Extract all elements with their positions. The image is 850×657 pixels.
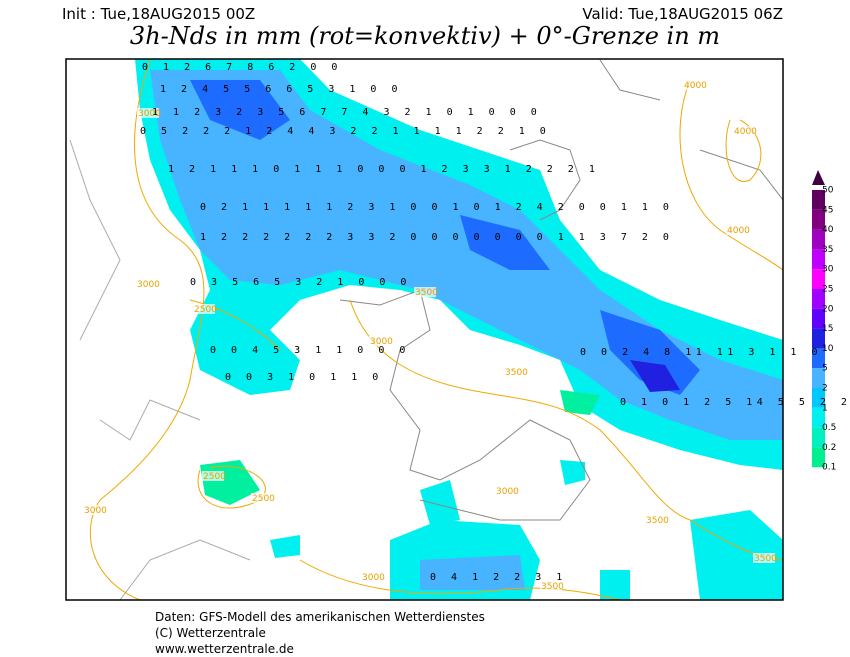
contour-label: 3000 xyxy=(137,280,160,290)
contour-label: 3000 xyxy=(362,573,385,583)
contour-label-bg xyxy=(136,279,158,289)
colorbar-swatch xyxy=(812,190,825,210)
colorbar-label: 0.1 xyxy=(822,463,836,473)
colorbar-label: 40 xyxy=(822,225,834,235)
colorbar: 50 45 40 35 30 25 20 15 10 5 2 1 0.5 0.2 0.1 xyxy=(812,170,836,473)
colorbar-label: 1 xyxy=(822,403,828,413)
contour-label-bg xyxy=(733,126,755,136)
colorbar-swatch xyxy=(812,348,825,369)
contour-label-bg xyxy=(414,287,436,297)
init-time: Init : Tue,18AUG2015 00Z xyxy=(62,5,255,23)
contour-label-bg xyxy=(753,553,775,563)
contour-label-bg xyxy=(683,80,705,90)
contour-label-bg xyxy=(540,581,562,591)
colorbar-label: 35 xyxy=(822,245,833,255)
colorbar-label: 10 xyxy=(822,344,834,354)
precip-values: 0 5 2 2 2 1 2 4 4 3 2 2 1 1 1 1 2 2 1 0 xyxy=(140,126,550,137)
contour-label: 3500 xyxy=(646,516,669,526)
contour-label-bg xyxy=(726,225,748,235)
precip-values: 0 0 4 5 3 1 1 0 0 0 xyxy=(210,345,410,356)
map-title: 3h-Nds in mm (rot=konvektiv) + 0°-Grenze… xyxy=(130,22,720,50)
footer-url: www.wetterzentrale.de xyxy=(155,642,294,656)
colorbar-swatch xyxy=(812,249,825,270)
colorbar-swatch xyxy=(812,447,825,468)
colorbar-label: 30 xyxy=(822,265,834,275)
contour-label-bg xyxy=(361,572,383,582)
valid-time: Valid: Tue,18AUG2015 06Z xyxy=(582,5,783,23)
precip-values: 0 2 1 1 1 1 1 2 3 1 0 0 1 0 1 2 4 2 0 0 … xyxy=(200,202,673,213)
contour-label-bg xyxy=(193,304,215,314)
contour-label: 3000 xyxy=(138,109,161,119)
precip-values: 0 1 0 1 2 5 14 5 5 2 2 2 3 xyxy=(620,397,850,408)
contour-label-bg xyxy=(137,108,159,118)
contour-label: 2500 xyxy=(194,305,217,315)
contour-label: 3500 xyxy=(415,288,438,298)
contour-label: 3500 xyxy=(505,368,528,378)
contour-label: 2500 xyxy=(203,472,226,482)
precip-values: 1 2 2 2 2 2 2 3 3 2 0 0 0 0 0 0 0 1 1 3 … xyxy=(200,232,673,243)
precip-values: 0 0 3 1 0 1 1 0 xyxy=(225,372,383,383)
contour-label: 4000 xyxy=(734,127,757,137)
contour-label: 4000 xyxy=(684,81,707,91)
contour-label: 3000 xyxy=(84,506,107,516)
colorbar-label: 2 xyxy=(822,384,828,394)
contour-label-bg xyxy=(369,336,391,346)
colorbar-swatch xyxy=(812,209,825,230)
precip-values: 0 4 1 2 2 3 1 xyxy=(430,572,567,583)
contour-label: 2500 xyxy=(252,494,275,504)
colorbar-label: 50 xyxy=(822,186,834,196)
contour-label: 3500 xyxy=(541,582,564,592)
precip-values: 0 0 2 4 8 11 11 3 1 1 0 xyxy=(580,347,822,358)
colorbar-label: 0.5 xyxy=(822,423,836,433)
precip-values: 1 2 4 5 5 6 6 5 3 1 0 0 xyxy=(160,84,402,95)
colorbar-swatch xyxy=(812,229,825,250)
contour-label-bg xyxy=(251,493,273,503)
colorbar-label: 25 xyxy=(822,285,833,295)
contour-label-bg xyxy=(83,505,105,515)
colorbar-swatch xyxy=(812,328,825,349)
precip-values: 0 3 5 6 5 3 2 1 0 0 0 xyxy=(190,277,411,288)
colorbar-label: 45 xyxy=(822,205,833,215)
footer-copyright: (C) Wetterzentrale xyxy=(155,626,266,640)
contour-label-bg xyxy=(202,471,224,481)
colorbar-label: 15 xyxy=(822,324,833,334)
colorbar-swatch xyxy=(812,368,825,388)
colorbar-label: 20 xyxy=(822,304,834,314)
colorbar-swatch xyxy=(812,427,825,448)
colorbar-swatch xyxy=(812,308,825,329)
precip-values: 1 1 2 3 2 3 5 6 7 7 4 3 2 1 0 1 0 0 0 xyxy=(152,107,541,118)
precip-values: 1 2 1 1 1 0 1 1 1 0 0 0 1 2 3 3 1 2 2 2 … xyxy=(168,164,599,175)
contour-label-bg xyxy=(645,515,667,525)
colorbar-label: 5 xyxy=(822,364,828,374)
colorbar-swatch xyxy=(812,289,825,309)
contour-label-bg xyxy=(504,367,526,377)
colorbar-label: 0.2 xyxy=(822,443,836,453)
colorbar-swatch xyxy=(812,407,825,428)
map-area xyxy=(65,58,784,601)
contour-label: 3500 xyxy=(754,554,777,564)
contour-label: 4000 xyxy=(727,226,750,236)
precip-values: 0 1 2 6 7 8 6 2 0 0 xyxy=(142,62,342,73)
contour-label: 3000 xyxy=(370,337,393,347)
contour-label: 3000 xyxy=(496,487,519,497)
contour-label-bg xyxy=(495,486,517,496)
colorbar-swatch xyxy=(812,269,825,289)
colorbar-swatch xyxy=(812,388,825,408)
footer-source: Daten: GFS-Modell des amerikanischen Wet… xyxy=(155,610,485,624)
